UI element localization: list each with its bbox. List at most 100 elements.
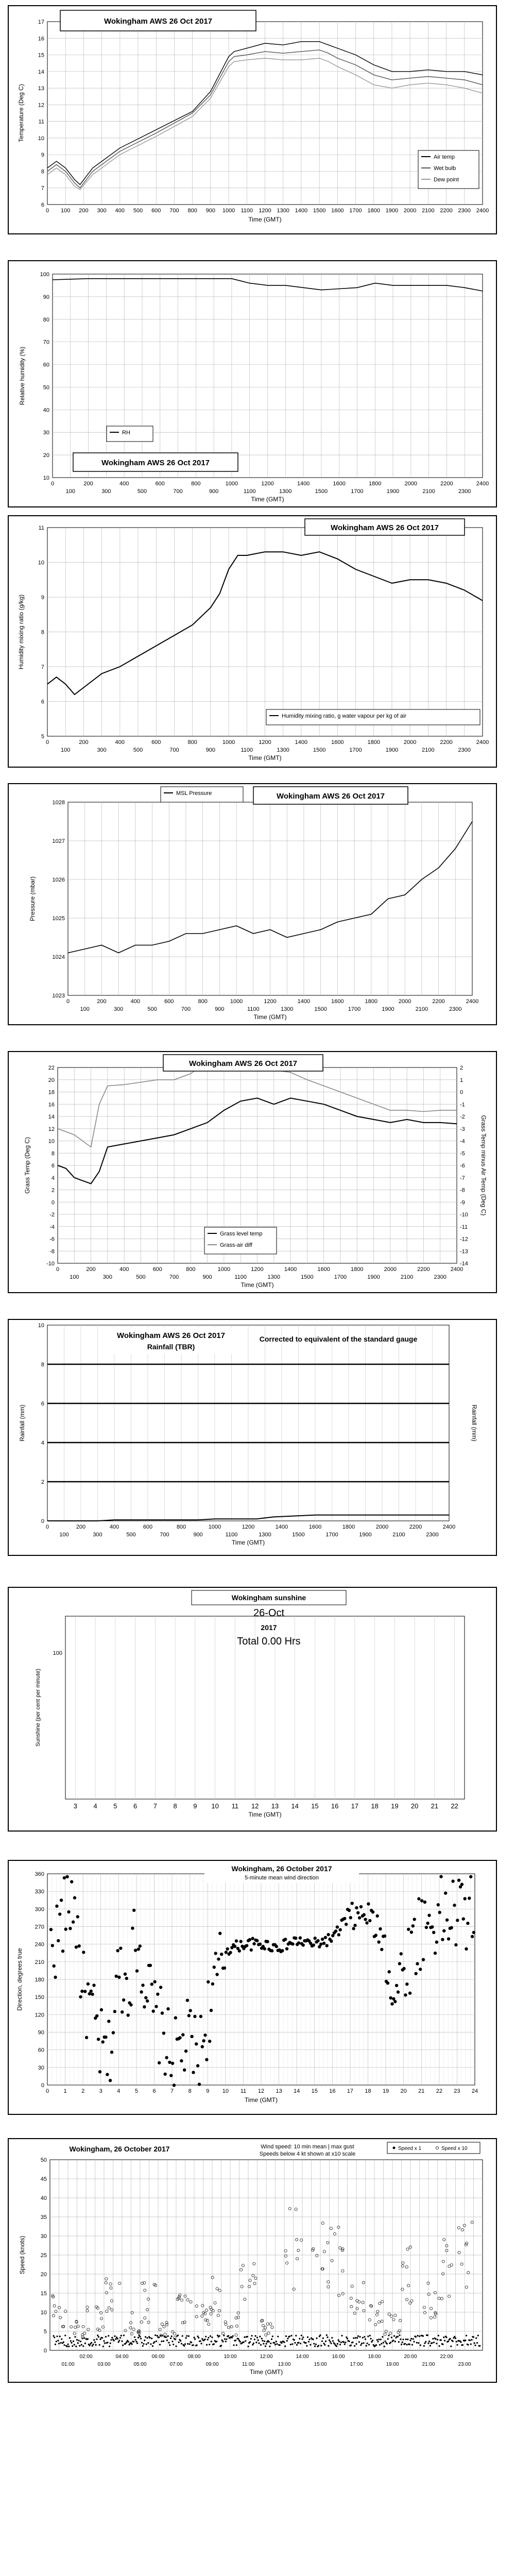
speed-gust-point (460, 2228, 464, 2232)
speed-mean-point (125, 2343, 127, 2345)
chart-title-box (73, 452, 238, 472)
direction-point (320, 1937, 324, 1941)
direction-point (67, 1910, 71, 1914)
speed-gust-point (234, 2333, 238, 2337)
speed-mean-point (71, 2342, 73, 2344)
x-tick-label: 1600 (331, 208, 344, 214)
speed-gust-point (264, 2326, 267, 2330)
speed-mean-point (92, 2343, 94, 2346)
speed-gust-point (294, 2208, 298, 2211)
mixing-ratio-chart: 5 6 7 8 9 10 11 0 200 400 600 800 1000 1200 1400 1600 18… (18, 518, 489, 761)
x-tick-label: 200 (86, 1266, 95, 1273)
chart-title: Wokingham AWS 26 Oct 2017 (101, 459, 210, 467)
speed-mean-point (243, 2341, 245, 2343)
direction-point (68, 1927, 72, 1930)
sunshine-chart: 3 4 5 6 7 8 9 10 11 12 13 14 15 16 17 18 19 20 21 22 100 Time… (35, 1590, 465, 1818)
speed-gust-point (362, 2281, 365, 2284)
speed-mean-point (335, 2345, 338, 2347)
direction-point (460, 1883, 464, 1886)
speed-mean-point (299, 2343, 302, 2345)
speed-mean-point (151, 2337, 153, 2340)
speed-gust-point (329, 2227, 333, 2230)
speed-gust-point (410, 2299, 414, 2303)
speed-gust-point (130, 2311, 134, 2314)
speed-mean-point (59, 2335, 61, 2337)
speed-gust-point (105, 2310, 109, 2313)
x-tick-label: 1900 (386, 208, 398, 214)
speed-mean-point (213, 2343, 215, 2345)
y-tick-label: 10 (38, 1323, 44, 1329)
direction-point (398, 1962, 402, 1965)
direction-point (386, 1981, 390, 1985)
direction-point (258, 1942, 262, 1946)
speed-mean-point (193, 2336, 195, 2338)
speed-mean-point (308, 2338, 311, 2341)
y-tick-label: 50 (41, 2157, 47, 2163)
y-tick-label: 50 (43, 384, 49, 391)
speed-mean-point (72, 2345, 74, 2347)
speed-mean-point (99, 2338, 101, 2341)
x-tick-label: 18 (365, 2088, 371, 2094)
y-tick-label: 1023 (53, 993, 65, 999)
y-tick-label: 16 (38, 36, 44, 42)
x-tick-label: 1200 (264, 998, 276, 1005)
speed-mean-point (407, 2338, 409, 2341)
speed-mean-point (363, 2342, 365, 2344)
speed-mean-point (209, 2335, 212, 2337)
speed-mean-point (342, 2341, 345, 2343)
direction-point (215, 1973, 219, 1976)
y-tick-label: 10 (38, 560, 44, 566)
direction-point (140, 1990, 143, 1994)
direction-point (319, 1942, 323, 1946)
y-tick-label: 12 (38, 102, 44, 108)
speed-gust-point (465, 2285, 468, 2289)
speed-gust-point (110, 2308, 114, 2312)
legend-entry: Wet bulb (434, 165, 456, 172)
speed-mean-point (84, 2342, 86, 2344)
speed-mean-point (470, 2343, 472, 2345)
speed-mean-point (177, 2334, 179, 2336)
x-tick-label: 7 (170, 2088, 174, 2094)
speed-gust-point (448, 2264, 451, 2268)
direction-point (255, 1939, 259, 1942)
x-tick-label: 1800 (368, 739, 380, 745)
speed-mean-point (112, 2338, 114, 2341)
direction-point (117, 1975, 121, 1979)
x-tick-label: 1000 (209, 1524, 221, 1530)
speed-mean-point (424, 2342, 426, 2344)
direction-point (209, 2009, 213, 2012)
direction-point (222, 1966, 227, 1970)
direction-point (80, 1989, 84, 1993)
direction-point (301, 1943, 305, 1947)
speed-mean-point (440, 2339, 442, 2341)
speed-mean-point (358, 2341, 360, 2343)
speed-gust-point (158, 2328, 162, 2331)
x-tick-label: 800 (187, 208, 197, 214)
speed-mean-point (413, 2341, 415, 2343)
speed-gust-point (183, 2320, 186, 2324)
x-tick-label: 6 (133, 1802, 137, 1810)
x-tick-label: 07:00 (169, 2362, 182, 2367)
speed-gust-point (177, 2295, 181, 2299)
speed-gust-point (337, 2294, 341, 2297)
speed-mean-point (323, 2343, 325, 2345)
speed-mean-point (425, 2341, 427, 2343)
speed-gust-point (377, 2320, 381, 2324)
speed-gust-point (81, 2325, 85, 2328)
speed-mean-point (98, 2344, 100, 2346)
y-tick-label: 45 (41, 2176, 47, 2182)
x-tick-label: 300 (103, 1274, 112, 1280)
direction-point (469, 1875, 473, 1878)
speed-gust-point (426, 2281, 430, 2285)
x-tick-label: 2200 (432, 998, 444, 1005)
y-tick-label: 40 (43, 407, 49, 413)
series-line-rainfall (47, 1514, 449, 1521)
legend-swatch (435, 2146, 439, 2150)
speed-gust-point (460, 2262, 464, 2266)
x-tick-label: 1000 (218, 1266, 230, 1273)
y-tick-label: 6 (41, 1401, 44, 1407)
direction-point (180, 2059, 183, 2063)
direction-point (323, 1936, 328, 1939)
x-tick-label: 700 (160, 1532, 169, 1538)
speed-mean-point (321, 2340, 323, 2342)
